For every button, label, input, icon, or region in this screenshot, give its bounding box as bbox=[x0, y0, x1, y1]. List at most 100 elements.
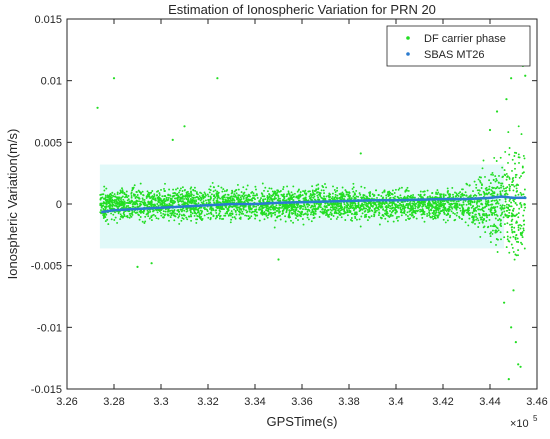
df-carrier-phase-point bbox=[365, 205, 368, 208]
df-carrier-phase-point bbox=[448, 206, 451, 209]
df-carrier-phase-point bbox=[455, 214, 458, 217]
df-carrier-phase-point bbox=[391, 189, 394, 192]
df-carrier-phase-point bbox=[192, 194, 195, 197]
df-carrier-phase-point bbox=[146, 190, 149, 193]
df-carrier-phase-point bbox=[142, 212, 145, 214]
df-carrier-phase-point bbox=[327, 204, 330, 207]
df-carrier-phase-point bbox=[123, 191, 126, 194]
df-carrier-phase-point bbox=[123, 205, 125, 208]
df-carrier-phase-point bbox=[275, 206, 278, 209]
df-carrier-phase-point bbox=[442, 209, 445, 212]
x-tick-label: 3.36 bbox=[291, 396, 312, 408]
df-carrier-phase-point bbox=[498, 174, 500, 177]
df-carrier-phase-point bbox=[178, 215, 181, 218]
df-carrier-phase-point bbox=[147, 215, 150, 218]
df-carrier-phase-point bbox=[118, 192, 121, 195]
df-carrier-phase-point bbox=[328, 213, 331, 216]
df-carrier-phase-point bbox=[472, 195, 475, 197]
df-carrier-phase-point bbox=[462, 209, 464, 212]
df-carrier-phase-point bbox=[259, 198, 262, 201]
df-carrier-phase-point bbox=[216, 199, 219, 202]
df-carrier-phase-point bbox=[248, 216, 251, 219]
df-carrier-phase-point bbox=[417, 206, 420, 208]
df-carrier-phase-point bbox=[478, 205, 481, 208]
df-carrier-phase-point bbox=[138, 191, 141, 193]
df-carrier-phase-point bbox=[331, 192, 334, 195]
df-carrier-phase-point bbox=[242, 193, 245, 195]
df-carrier-phase-point bbox=[491, 199, 494, 202]
df-carrier-phase-point bbox=[436, 189, 439, 192]
df-carrier-phase-point bbox=[343, 210, 346, 213]
df-carrier-phase-point bbox=[237, 194, 240, 197]
df-carrier-phase-point bbox=[216, 190, 219, 193]
df-carrier-phase-point bbox=[132, 186, 135, 189]
df-carrier-phase-point bbox=[239, 217, 242, 220]
df-carrier-phase-point bbox=[111, 201, 113, 204]
df-carrier-phase-point bbox=[478, 176, 481, 179]
df-carrier-phase-point bbox=[451, 207, 454, 210]
df-carrier-phase-point bbox=[477, 212, 480, 215]
df-carrier-phase-point bbox=[96, 106, 99, 109]
df-carrier-phase-point bbox=[180, 196, 183, 199]
df-carrier-phase-point bbox=[172, 192, 175, 195]
df-carrier-phase-point bbox=[116, 221, 119, 224]
df-carrier-phase-point bbox=[111, 203, 114, 206]
df-carrier-phase-point bbox=[248, 206, 251, 209]
df-carrier-phase-point bbox=[396, 219, 399, 222]
df-carrier-phase-point bbox=[227, 193, 230, 196]
df-carrier-phase-point bbox=[114, 195, 117, 198]
df-carrier-phase-point bbox=[110, 218, 113, 221]
df-carrier-phase-point bbox=[276, 209, 279, 212]
df-carrier-phase-point bbox=[517, 156, 520, 159]
df-carrier-phase-point bbox=[390, 211, 393, 214]
df-carrier-phase-point bbox=[113, 201, 116, 204]
df-carrier-phase-point bbox=[185, 202, 188, 205]
df-carrier-phase-point bbox=[343, 207, 346, 210]
df-carrier-phase-point bbox=[453, 219, 456, 222]
df-carrier-phase-point bbox=[456, 193, 459, 196]
df-carrier-phase-point bbox=[263, 206, 265, 209]
df-carrier-phase-point bbox=[494, 225, 497, 227]
df-carrier-phase-point bbox=[380, 206, 382, 209]
df-carrier-phase-point bbox=[347, 203, 349, 206]
df-carrier-phase-point bbox=[476, 200, 479, 203]
df-carrier-phase-point bbox=[273, 197, 276, 200]
df-carrier-phase-point bbox=[241, 210, 244, 213]
df-carrier-phase-point bbox=[482, 219, 485, 222]
df-carrier-phase-point bbox=[218, 201, 221, 204]
df-carrier-phase-point bbox=[215, 209, 217, 212]
df-carrier-phase-point bbox=[468, 199, 471, 202]
df-carrier-phase-point bbox=[455, 208, 458, 211]
df-carrier-phase-point bbox=[113, 195, 115, 198]
df-carrier-phase-point bbox=[157, 217, 160, 220]
df-carrier-phase-point bbox=[517, 224, 520, 227]
df-carrier-phase-point bbox=[445, 210, 448, 212]
y-axis-label: Ionospheric Variation(m/s) bbox=[5, 129, 20, 280]
df-carrier-phase-point bbox=[289, 197, 292, 200]
x-tick-label: 3.4 bbox=[388, 396, 403, 408]
df-carrier-phase-point bbox=[398, 204, 400, 207]
df-carrier-phase-point bbox=[412, 207, 415, 210]
df-carrier-phase-point bbox=[147, 211, 150, 214]
df-carrier-phase-point bbox=[496, 205, 499, 208]
df-carrier-phase-point bbox=[365, 207, 368, 210]
df-carrier-phase-point bbox=[519, 223, 521, 226]
df-carrier-phase-point bbox=[524, 74, 527, 77]
df-carrier-phase-point bbox=[119, 198, 122, 201]
df-carrier-phase-point bbox=[295, 206, 298, 209]
df-carrier-phase-point bbox=[523, 209, 526, 212]
df-carrier-phase-point bbox=[190, 191, 192, 194]
df-carrier-phase-point bbox=[493, 225, 495, 228]
df-carrier-phase-point bbox=[501, 211, 504, 214]
df-carrier-phase-point bbox=[212, 186, 215, 189]
df-carrier-phase-point bbox=[467, 213, 470, 216]
df-carrier-phase-point bbox=[369, 202, 372, 205]
df-carrier-phase-point bbox=[165, 197, 168, 199]
df-carrier-phase-point bbox=[255, 193, 258, 196]
df-carrier-phase-point bbox=[426, 215, 429, 217]
df-carrier-phase-point bbox=[196, 193, 199, 196]
df-carrier-phase-point bbox=[195, 221, 198, 224]
df-carrier-phase-point bbox=[174, 192, 177, 195]
df-carrier-phase-point bbox=[122, 211, 125, 214]
df-carrier-phase-point bbox=[261, 193, 264, 196]
